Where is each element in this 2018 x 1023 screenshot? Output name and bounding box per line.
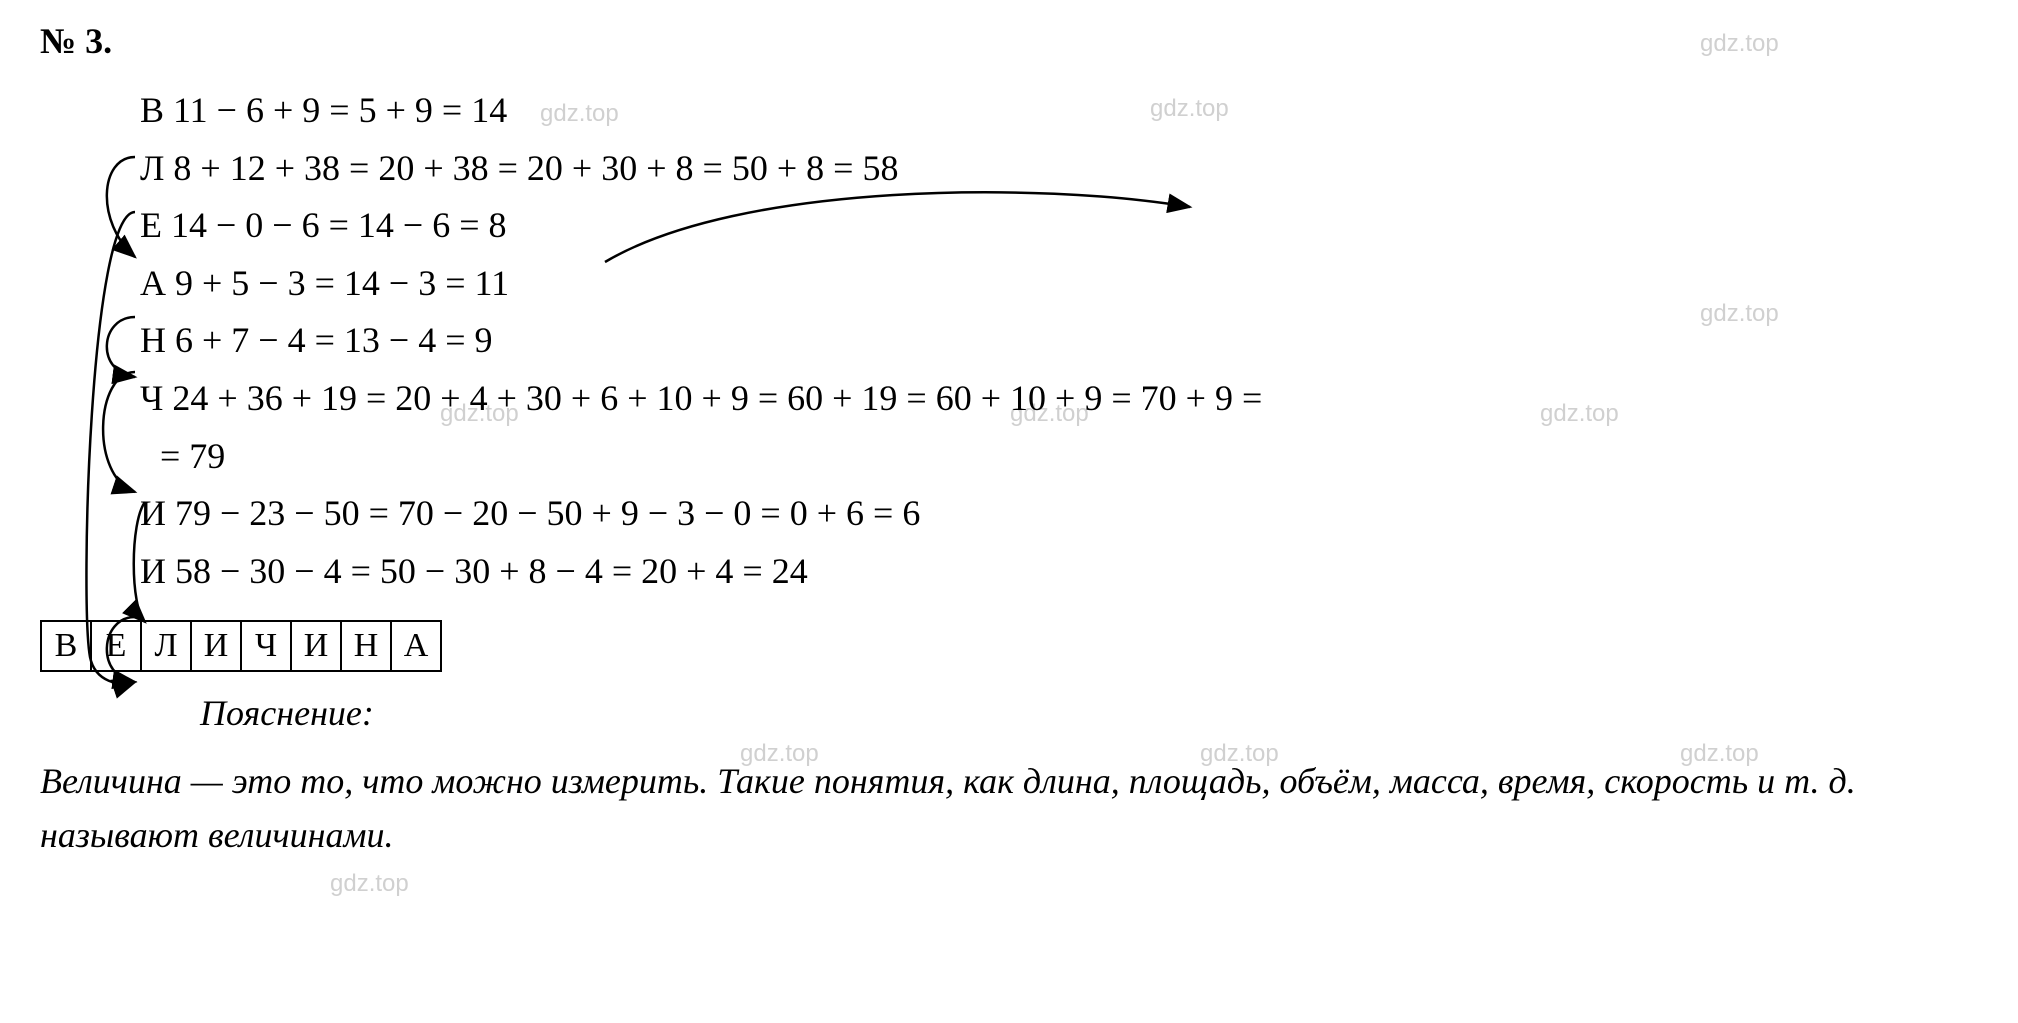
equation-line: Ч 24 + 36 + 19 = 20 + 4 + 30 + 6 + 10 + …	[140, 370, 1978, 428]
equations-block: В 11 − 6 + 9 = 5 + 9 = 14Л 8 + 12 + 38 =…	[40, 82, 1978, 600]
explanation-text: Величина — это то, что можно измерить. Т…	[40, 754, 1978, 862]
answer-cell: А	[391, 621, 441, 671]
answer-cell: Ч	[241, 621, 291, 671]
equation-line: И 79 − 23 − 50 = 70 − 20 − 50 + 9 − 3 − …	[140, 485, 1978, 543]
equation-line: Л 8 + 12 + 38 = 20 + 38 = 20 + 30 + 8 = …	[140, 140, 1978, 198]
answer-cell: Л	[141, 621, 191, 671]
answer-cell: Н	[341, 621, 391, 671]
equation-line: Е 14 − 0 − 6 = 14 − 6 = 8	[140, 197, 1978, 255]
answer-word-table: ВЕЛИЧИНА	[40, 620, 442, 672]
watermark-text: gdz.top	[330, 870, 409, 898]
answer-cell: Е	[91, 621, 141, 671]
equation-line: = 79	[160, 428, 1978, 486]
problem-number: № 3.	[40, 20, 1978, 62]
equation-line: И 58 − 30 − 4 = 50 − 30 + 8 − 4 = 20 + 4…	[140, 543, 1978, 601]
equation-line: В 11 − 6 + 9 = 5 + 9 = 14	[140, 82, 1978, 140]
answer-cell: И	[291, 621, 341, 671]
answer-cell: В	[41, 621, 91, 671]
answer-cell: И	[191, 621, 241, 671]
equation-line: Н 6 + 7 − 4 = 13 − 4 = 9	[140, 312, 1978, 370]
equation-line: А 9 + 5 − 3 = 14 − 3 = 11	[140, 255, 1978, 313]
explanation-label: Пояснение:	[200, 692, 1978, 734]
